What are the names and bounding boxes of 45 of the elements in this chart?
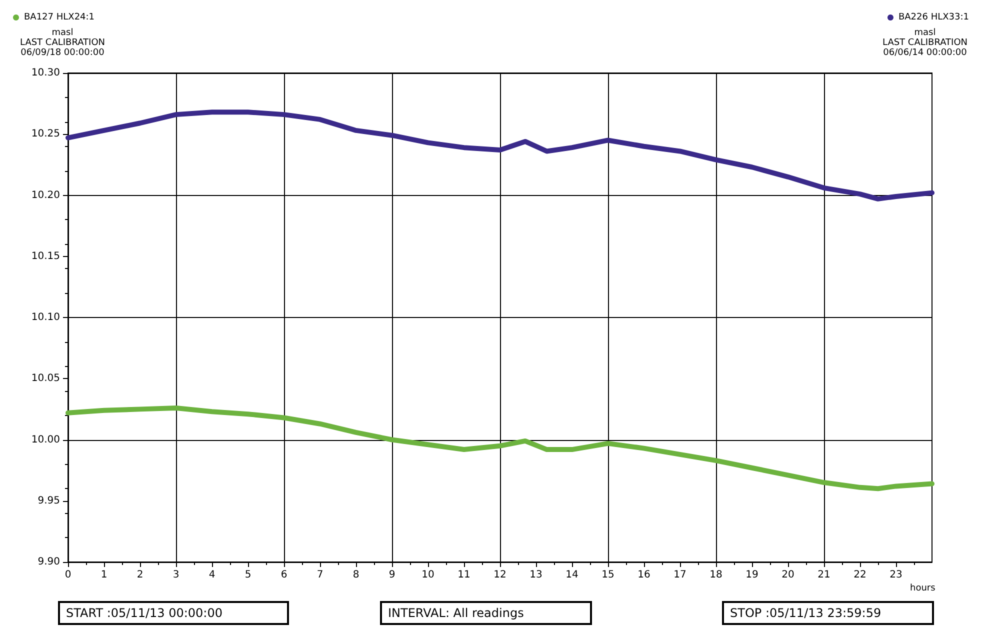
y-tick-label: 10.15 <box>31 250 60 262</box>
x-tick-label: 0 <box>64 570 72 580</box>
text: START :05/11/13 00:00:00 <box>58 601 289 625</box>
y-tick-label: 9.95 <box>38 495 60 506</box>
x-tick-label: 17 <box>674 570 686 580</box>
text: masl <box>913 28 937 38</box>
y-tick-label: 10.25 <box>31 128 60 140</box>
y-tick-label: 10.10 <box>31 312 60 323</box>
x-tick-label: 16 <box>638 570 650 580</box>
text: LAST CALIBRATION <box>18 38 106 48</box>
x-tick-label: 7 <box>316 570 324 580</box>
text: 06/09/18 00:00:00 <box>20 48 106 58</box>
x-axis-title: hours <box>910 584 936 594</box>
x-tick-label: 4 <box>208 570 216 580</box>
x-tick-label: 22 <box>854 570 866 580</box>
y-tick-label: 9.90 <box>38 556 60 568</box>
x-tick-label: 21 <box>818 570 830 580</box>
x-tick-label: 19 <box>746 570 758 580</box>
x-tick-label: 9 <box>388 570 396 580</box>
x-tick-label: 14 <box>566 570 578 580</box>
text: STOP :05/11/13 23:59:59 <box>722 601 934 625</box>
legend-label: BA127 HLX24:1 <box>24 12 95 22</box>
y-tick-label: 10.05 <box>31 373 60 384</box>
x-tick-label: 15 <box>602 570 614 580</box>
x-tick-label: 20 <box>782 570 794 580</box>
x-tick-label: 11 <box>458 570 470 580</box>
text: masl <box>50 28 74 38</box>
x-tick-label: 5 <box>244 570 252 580</box>
x-tick-label: 10 <box>422 570 434 580</box>
legend-label: BA226 HLX33:1 <box>898 12 970 22</box>
x-tick-label: 12 <box>494 570 506 580</box>
x-tick-label: 6 <box>280 570 288 580</box>
x-tick-label: 8 <box>352 570 360 580</box>
x-tick-label: 13 <box>530 570 542 580</box>
x-tick-label: 18 <box>710 570 722 580</box>
x-tick-label: 23 <box>890 570 902 580</box>
y-tick-label: 10.00 <box>31 434 60 446</box>
y-tick-label: 10.30 <box>31 68 60 78</box>
x-tick-label: 2 <box>136 570 144 580</box>
text: INTERVAL: All readings <box>380 601 592 625</box>
text: LAST CALIBRATION <box>881 38 969 48</box>
x-tick-label: 1 <box>100 570 108 580</box>
x-tick-label: 3 <box>172 570 180 580</box>
text: 06/06/14 00:00:00 <box>882 48 968 58</box>
y-tick-label: 10.20 <box>31 190 60 201</box>
